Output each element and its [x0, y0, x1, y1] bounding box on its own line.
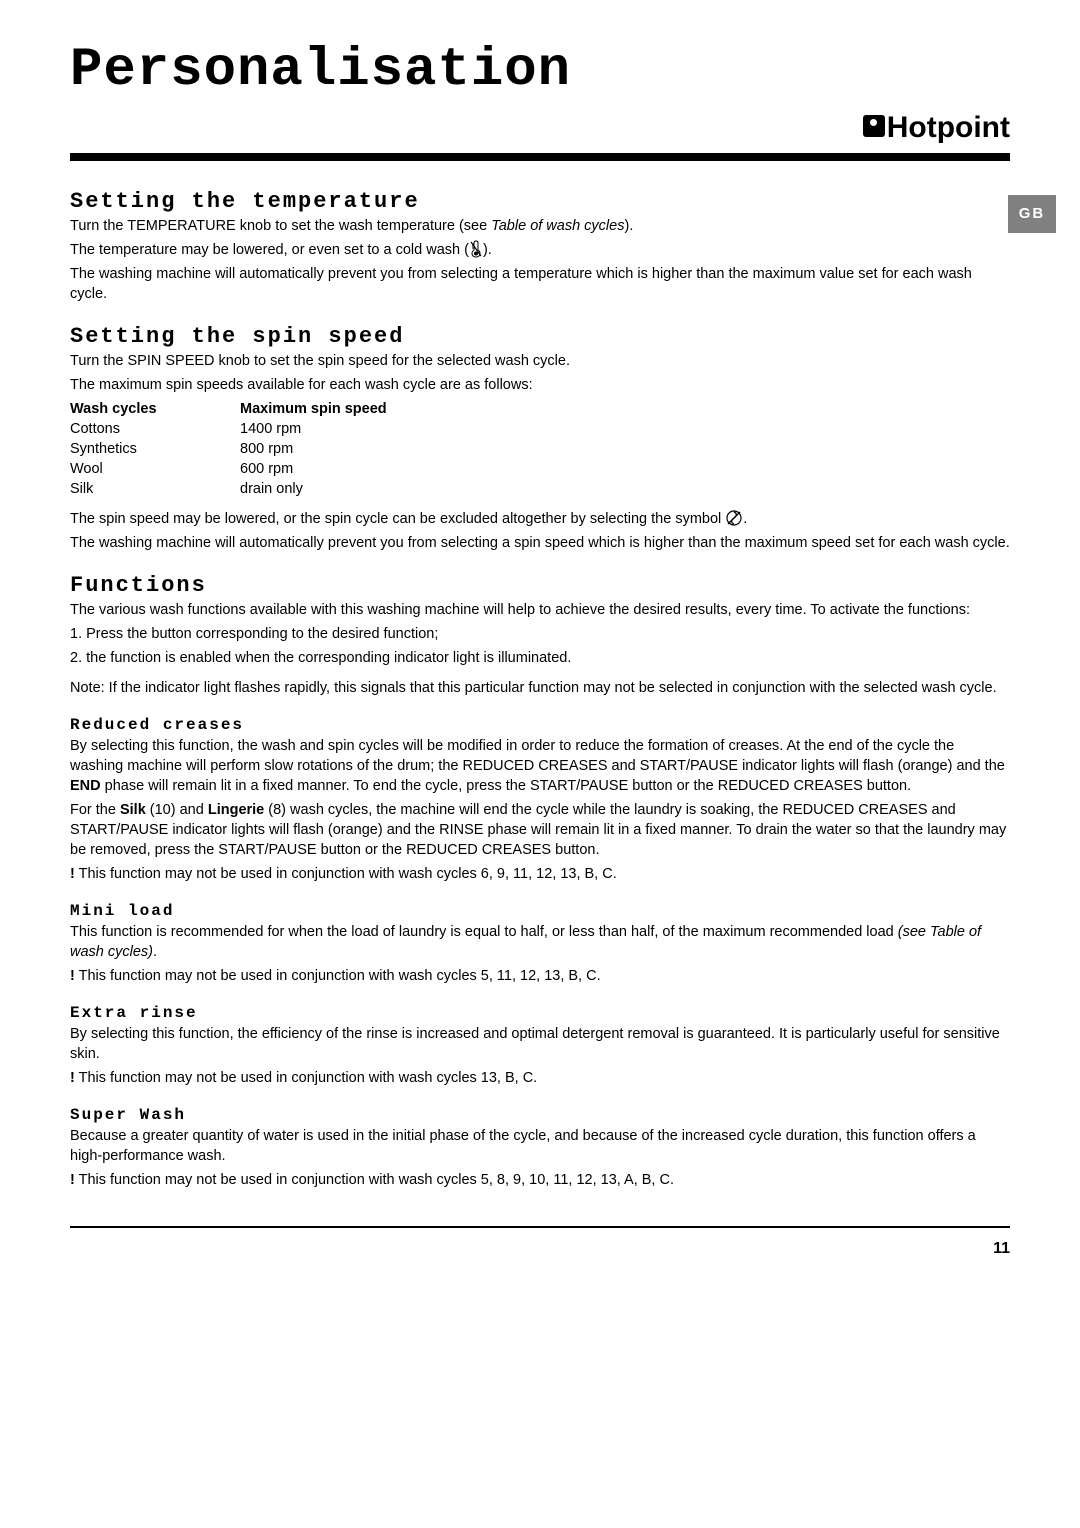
functions-note: Note: If the indicator light flashes rap… [70, 678, 1010, 698]
language-tab: GB [1008, 195, 1056, 233]
text: ). [624, 218, 633, 234]
brand-text: Hotpoint [887, 111, 1010, 144]
extra-warn: ! This function may not be used in conju… [70, 1068, 1010, 1088]
text: phase will remain lit in a fixed manner.… [101, 778, 912, 794]
table-row: Synthetics 800 rpm [70, 439, 1010, 459]
heading-reduced: Reduced creases [70, 716, 1010, 734]
table-row: Wool 600 rpm [70, 459, 1010, 479]
text: The spin speed may be lowered, or the sp… [70, 511, 725, 527]
table-header: Wash cycles Maximum spin speed [70, 399, 1010, 419]
text: The temperature may be lowered, or even … [70, 242, 469, 258]
table-cell: Synthetics [70, 439, 240, 459]
heading-mini: Mini load [70, 902, 1010, 920]
heading-super: Super Wash [70, 1106, 1010, 1124]
page-container: Personalisation Hotpoint GB Setting the … [0, 0, 1080, 1288]
temp-p3: The washing machine will automatically p… [70, 264, 1010, 304]
temp-p1: Turn the TEMPERATURE knob to set the was… [70, 216, 1010, 236]
functions-l1: 1. Press the button corresponding to the… [70, 624, 1010, 644]
functions-l2: 2. the function is enabled when the corr… [70, 648, 1010, 668]
text: For the [70, 802, 120, 818]
text: This function may not be used in conjunc… [75, 1070, 537, 1086]
heading-functions: Functions [70, 573, 1010, 598]
mini-p1: This function is recommended for when th… [70, 922, 1010, 962]
extra-p1: By selecting this function, the efficien… [70, 1024, 1010, 1064]
table-cell: Cottons [70, 419, 240, 439]
super-warn: ! This function may not be used in conju… [70, 1170, 1010, 1190]
no-spin-icon [725, 509, 743, 527]
text-bold: END [70, 778, 101, 794]
table-cell: 1400 rpm [240, 419, 1010, 439]
spin-p4: The washing machine will automatically p… [70, 533, 1010, 553]
text-bold: Silk [120, 802, 146, 818]
hotpoint-dot-icon [863, 115, 885, 137]
spin-p3: The spin speed may be lowered, or the sp… [70, 509, 1010, 529]
super-p1: Because a greater quantity of water is u… [70, 1126, 1010, 1166]
reduced-warn: ! This function may not be used in conju… [70, 864, 1010, 884]
table-cell: 600 rpm [240, 459, 1010, 479]
page-title: Personalisation [70, 40, 1010, 101]
temp-p2: The temperature may be lowered, or even … [70, 240, 1010, 260]
spin-table: Wash cycles Maximum spin speed Cottons 1… [70, 399, 1010, 499]
table-header-cell: Maximum spin speed [240, 399, 1010, 419]
text: (10) and [146, 802, 208, 818]
text: ). [483, 242, 492, 258]
text: This function may not be used in conjunc… [75, 968, 601, 984]
text-bold: Lingerie [208, 802, 264, 818]
text-italic: Table of wash cycles [491, 218, 624, 234]
horizontal-rule-thick [70, 153, 1010, 161]
text: This function may not be used in conjunc… [75, 866, 617, 882]
table-row: Cottons 1400 rpm [70, 419, 1010, 439]
reduced-p1: By selecting this function, the wash and… [70, 736, 1010, 796]
mini-warn: ! This function may not be used in conju… [70, 966, 1010, 986]
table-cell: Wool [70, 459, 240, 479]
table-header-cell: Wash cycles [70, 399, 240, 419]
reduced-p2: For the Silk (10) and Lingerie (8) wash … [70, 800, 1010, 860]
table-cell: 800 rpm [240, 439, 1010, 459]
table-cell: Silk [70, 479, 240, 499]
spin-p2: The maximum spin speeds available for ea… [70, 375, 1010, 395]
heading-spin: Setting the spin speed [70, 324, 1010, 349]
table-row: Silk drain only [70, 479, 1010, 499]
text: Turn the TEMPERATURE knob to set the was… [70, 218, 491, 234]
text: This function is recommended for when th… [70, 924, 898, 940]
page-number: 11 [70, 1240, 1010, 1258]
text: By selecting this function, the wash and… [70, 738, 1005, 774]
brand-logo: Hotpoint [70, 111, 1010, 145]
spin-p1: Turn the SPIN SPEED knob to set the spin… [70, 351, 1010, 371]
heading-temperature: Setting the temperature [70, 189, 1010, 214]
functions-p1: The various wash functions available wit… [70, 600, 1010, 620]
text: . [743, 511, 747, 527]
text: This function may not be used in conjunc… [75, 1172, 674, 1188]
text: . [153, 944, 157, 960]
horizontal-rule-thin [70, 1226, 1010, 1228]
heading-extra: Extra rinse [70, 1004, 1010, 1022]
thermometer-icon [469, 240, 483, 258]
table-cell: drain only [240, 479, 1010, 499]
